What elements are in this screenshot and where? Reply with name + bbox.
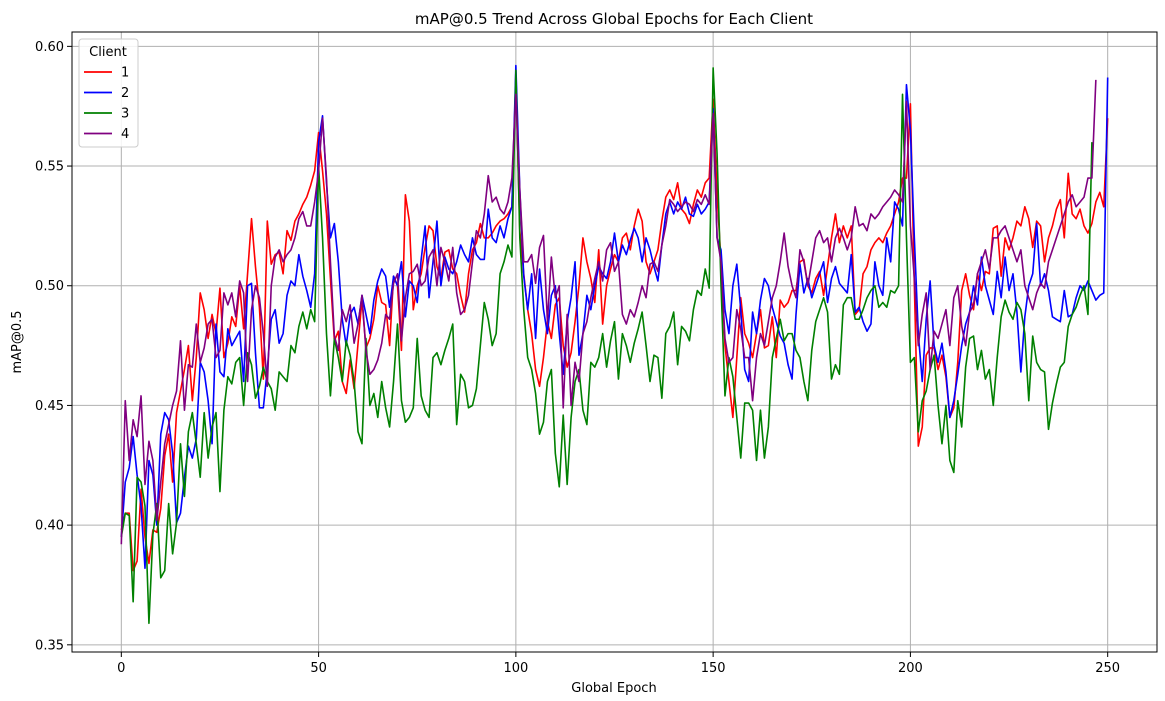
y-tick-label: 0.40 — [35, 519, 64, 534]
series-line-client-2 — [120, 64, 1109, 570]
series-line-client-1 — [120, 74, 1109, 572]
y-axis-ticks: 0.35 0.40 0.45 0.50 0.55 0.60 — [35, 40, 72, 653]
series-line-client-4 — [120, 79, 1097, 545]
y-tick-label: 0.60 — [35, 40, 64, 55]
legend-label-client-4: 4 — [121, 127, 129, 142]
legend-title: Client — [89, 45, 127, 60]
x-axis-label: Global Epoch — [571, 681, 656, 696]
x-tick-label: 150 — [701, 661, 726, 676]
y-tick-label: 0.35 — [35, 638, 64, 653]
chart-title: mAP@0.5 Trend Across Global Epochs for E… — [415, 10, 813, 28]
plot-frame — [71, 31, 1158, 653]
x-tick-label: 250 — [1095, 661, 1120, 676]
y-tick-label: 0.55 — [35, 160, 64, 175]
legend-label-client-3: 3 — [121, 107, 129, 122]
x-tick-label: 100 — [503, 661, 528, 676]
legend-items: 1 2 3 4 — [84, 66, 129, 142]
legend: Client 1 2 3 4 — [78, 38, 139, 148]
x-axis-ticks: 0 50 100 150 200 250 — [117, 652, 1120, 676]
legend-label-client-1: 1 — [121, 66, 129, 81]
series-lines — [120, 64, 1109, 625]
y-tick-label: 0.50 — [35, 279, 64, 294]
x-tick-label: 0 — [117, 661, 125, 676]
y-axis-label: mAP@0.5 — [10, 310, 25, 373]
legend-label-client-2: 2 — [121, 86, 129, 101]
x-tick-label: 50 — [310, 661, 327, 676]
x-tick-label: 200 — [898, 661, 923, 676]
y-tick-label: 0.45 — [35, 399, 64, 414]
